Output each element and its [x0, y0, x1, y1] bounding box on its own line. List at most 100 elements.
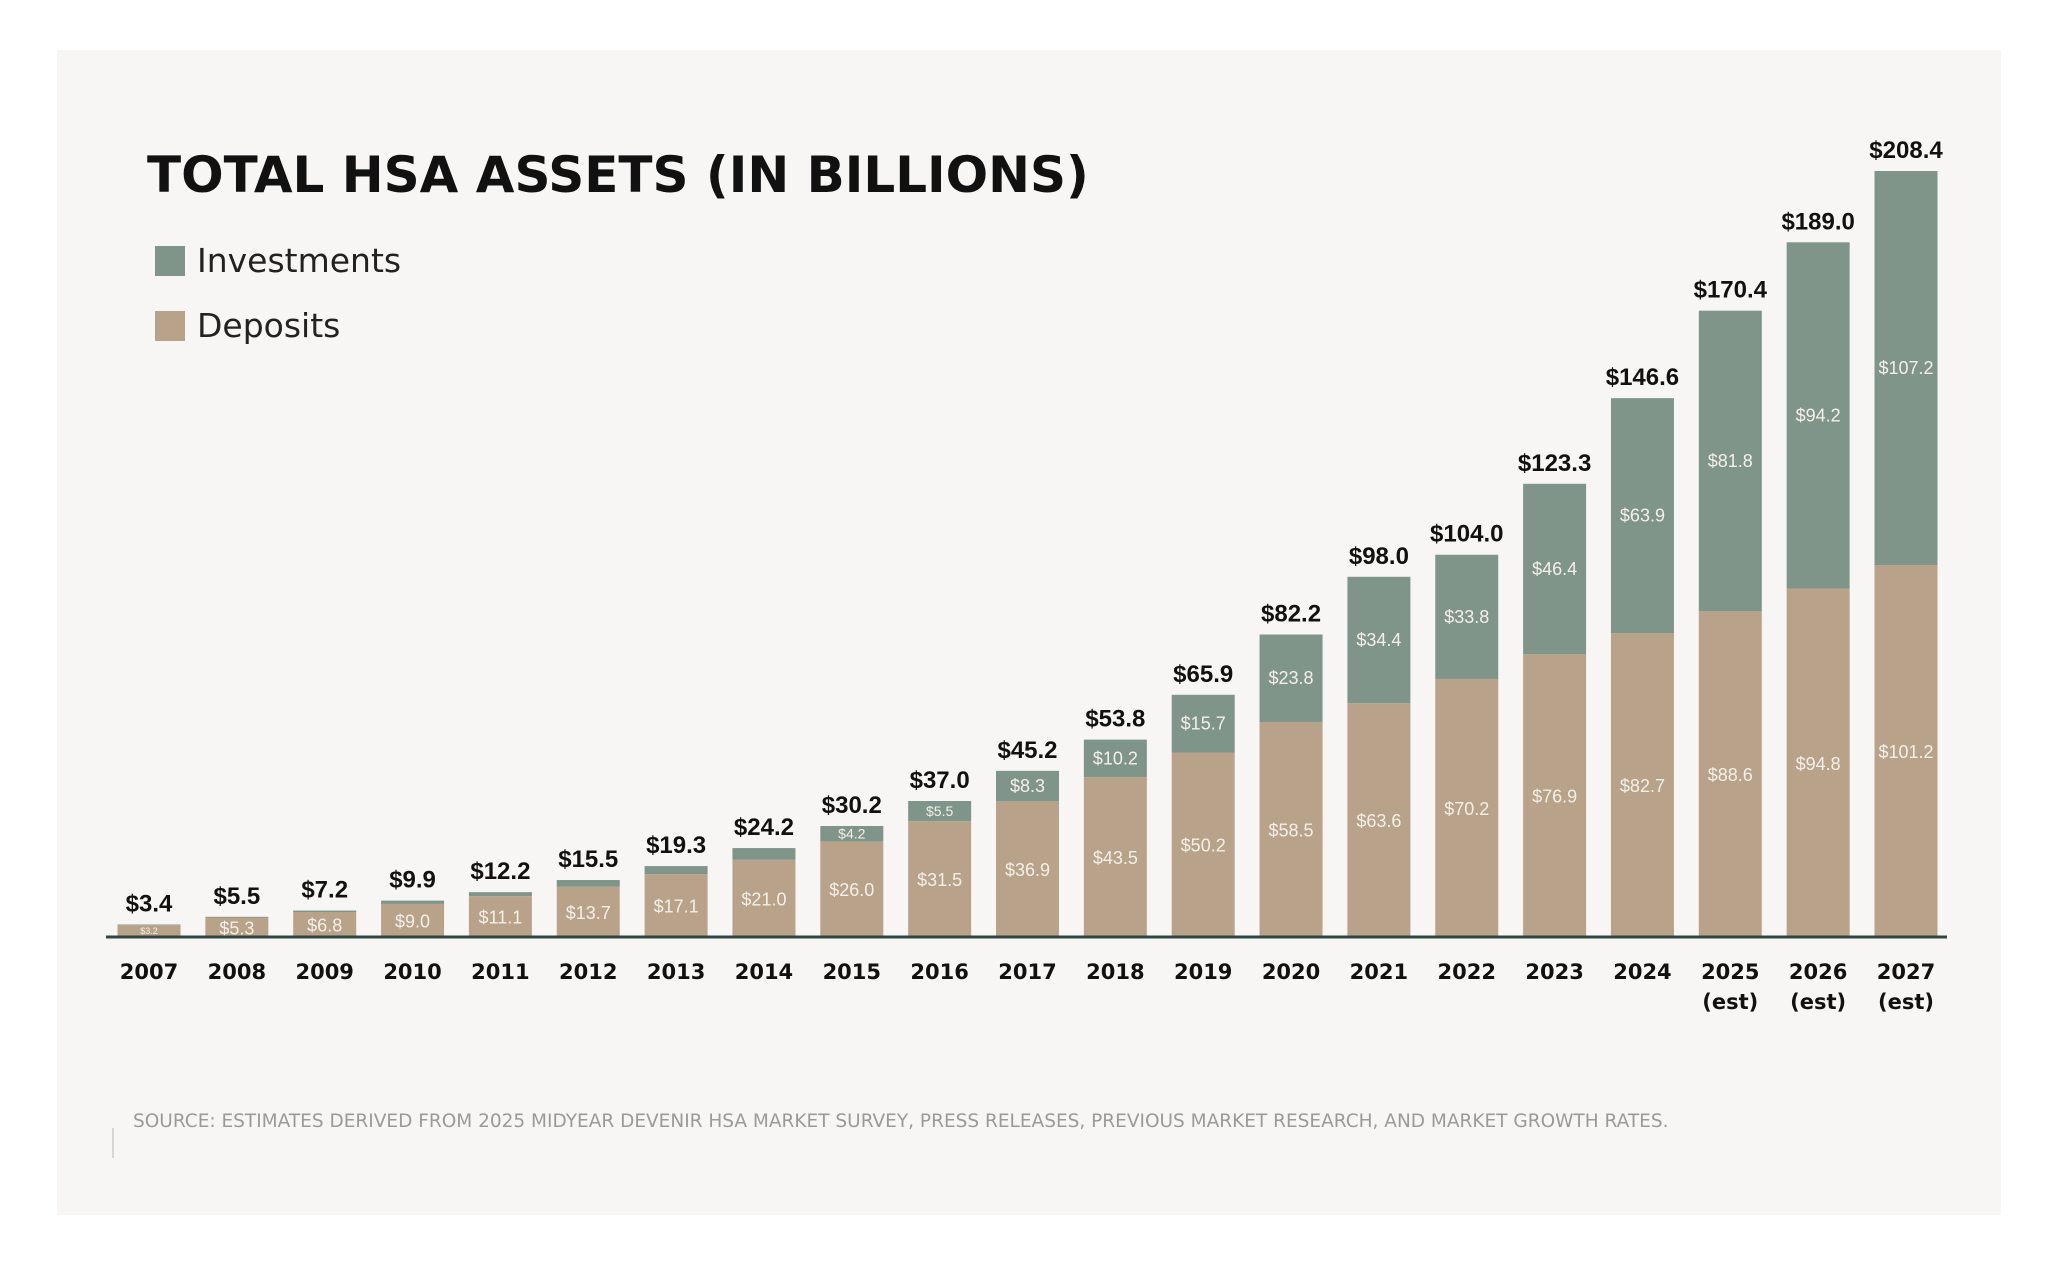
deposits-bar	[205, 917, 269, 937]
investments-bar	[996, 770, 1059, 802]
source-note: SOURCE: ESTIMATES DERIVED FROM 2025 MIDY…	[133, 1111, 1668, 1132]
x-tick-label: 2012	[559, 960, 617, 984]
deposits-bar	[820, 841, 884, 937]
investments-bar	[820, 825, 884, 842]
deposits-value-label: $50.2	[1181, 836, 1226, 856]
investments-bar	[1347, 576, 1411, 704]
deposits-bar	[908, 821, 972, 937]
deposits-bar	[556, 886, 620, 937]
investments-value-label: $15.7	[1181, 714, 1226, 734]
investments-value-label: $4.2	[838, 826, 865, 842]
deposits-bar	[1610, 633, 1674, 937]
deposits-value-label: $5.3	[219, 918, 254, 938]
investments-bar	[1435, 554, 1499, 679]
investments-value-label: $94.2	[1796, 405, 1841, 425]
total-value-label: $53.8	[1085, 706, 1145, 733]
investments-value-label: $8.3	[1010, 776, 1045, 796]
deposits-value-label: $76.9	[1532, 787, 1577, 807]
investments-value-label: $46.4	[1532, 559, 1577, 579]
legend-label-deposits: Deposits	[197, 306, 340, 345]
x-tick-label: 2023	[1525, 960, 1583, 984]
total-value-label: $123.3	[1518, 450, 1591, 477]
chart-panel: TOTAL HSA ASSETS (IN BILLIONS) Investmen…	[57, 50, 2001, 1215]
deposits-bar	[996, 801, 1059, 937]
x-tick-label: 2007	[120, 960, 178, 984]
legend: Investments Deposits	[155, 241, 401, 345]
x-tick-label: 2009	[295, 960, 353, 984]
investments-bar	[1259, 634, 1323, 722]
deposits-bar	[1874, 565, 1938, 937]
deposits-value-label: $36.9	[1005, 860, 1050, 880]
deposits-bar	[732, 859, 796, 937]
deposits-value-label: $3.2	[140, 926, 158, 936]
investments-value-label: $23.8	[1269, 668, 1314, 688]
x-tick-label: 2016	[910, 960, 968, 984]
investments-bar	[468, 892, 532, 897]
investments-bar	[1171, 694, 1235, 753]
deposits-value-label: $82.7	[1620, 776, 1665, 796]
x-tick-label: 2020	[1262, 960, 1320, 984]
deposits-value-label: $31.5	[917, 870, 962, 890]
x-tick-label: 2011	[471, 960, 529, 984]
deposits-bar	[117, 925, 181, 937]
x-tick-label: 2013	[647, 960, 705, 984]
investments-bar	[644, 866, 708, 875]
deposits-bar	[1435, 678, 1499, 937]
deposits-bar	[1523, 654, 1587, 937]
total-value-label: $104.0	[1430, 521, 1503, 548]
investments-bar	[1083, 739, 1147, 778]
investments-value-label: $63.9	[1620, 506, 1665, 526]
investments-bar	[205, 916, 269, 918]
x-tick-label: 2010	[383, 960, 441, 984]
deposits-value-label: $43.5	[1093, 848, 1138, 868]
total-value-label: $3.4	[126, 891, 173, 918]
deposits-bar	[293, 912, 357, 937]
investments-value-label: $107.2	[1878, 358, 1933, 378]
x-tick-label: 2026 (est)	[1789, 960, 1847, 1014]
deposits-value-label: $58.5	[1269, 820, 1314, 840]
x-tick-label: 2017	[998, 960, 1056, 984]
total-value-label: $9.9	[389, 867, 436, 894]
investments-value-label: $10.2	[1093, 748, 1138, 768]
x-tick-label: 2014	[735, 960, 793, 984]
deposits-bar	[1171, 752, 1235, 937]
x-tick-label: 2019	[1174, 960, 1232, 984]
x-tick-label: 2025 (est)	[1701, 960, 1759, 1014]
deposits-bar	[1786, 588, 1850, 937]
deposits-value-label: $88.6	[1708, 765, 1753, 785]
deposits-bar	[1083, 777, 1147, 937]
investments-value-label: $33.8	[1444, 607, 1489, 627]
x-tick-label: 2008	[208, 960, 266, 984]
total-value-label: $5.5	[213, 883, 260, 910]
total-value-label: $146.6	[1606, 364, 1679, 391]
total-value-label: $98.0	[1349, 543, 1409, 570]
total-value-label: $45.2	[997, 737, 1057, 764]
deposits-value-label: $11.1	[479, 908, 523, 928]
total-value-label: $170.4	[1694, 277, 1768, 304]
deposits-bar	[1698, 611, 1762, 937]
bars-group: $3.2 $3.4 $5.3 $5.5 $6.8 $7.2 $9.0 $9.9 $11.1 $12…	[117, 137, 1943, 938]
x-tick-label: 2027 (est)	[1877, 960, 1935, 1014]
investments-bar	[1874, 171, 1938, 566]
deposits-value-label: $101.2	[1878, 742, 1933, 762]
total-value-label: $30.2	[822, 792, 882, 819]
x-tick-label: 2022	[1438, 960, 1496, 984]
deposits-value-label: $94.8	[1796, 754, 1841, 774]
deposits-bar	[644, 874, 708, 937]
investments-bar	[1610, 398, 1674, 634]
deposits-value-label: $21.0	[741, 889, 786, 909]
investments-value-label: $34.4	[1356, 630, 1401, 650]
x-axis: 2007 2008 2009 2010 2011 2012 2013 2014 2015 2016…	[106, 935, 1947, 1014]
hsa-assets-chart: TOTAL HSA ASSETS (IN BILLIONS) Investmen…	[106, 137, 1947, 1158]
total-value-label: $7.2	[301, 877, 348, 904]
total-value-label: $12.2	[470, 858, 530, 885]
investments-bar	[1523, 483, 1587, 655]
chart-title: TOTAL HSA ASSETS (IN BILLIONS)	[147, 146, 1089, 204]
investments-bar	[1786, 242, 1850, 589]
deposits-bar	[1347, 703, 1411, 937]
deposits-value-label: $13.7	[566, 903, 611, 923]
investments-bar	[117, 924, 181, 926]
total-value-label: $15.5	[558, 846, 618, 873]
investments-bar	[732, 848, 796, 860]
investments-bar	[556, 880, 620, 887]
